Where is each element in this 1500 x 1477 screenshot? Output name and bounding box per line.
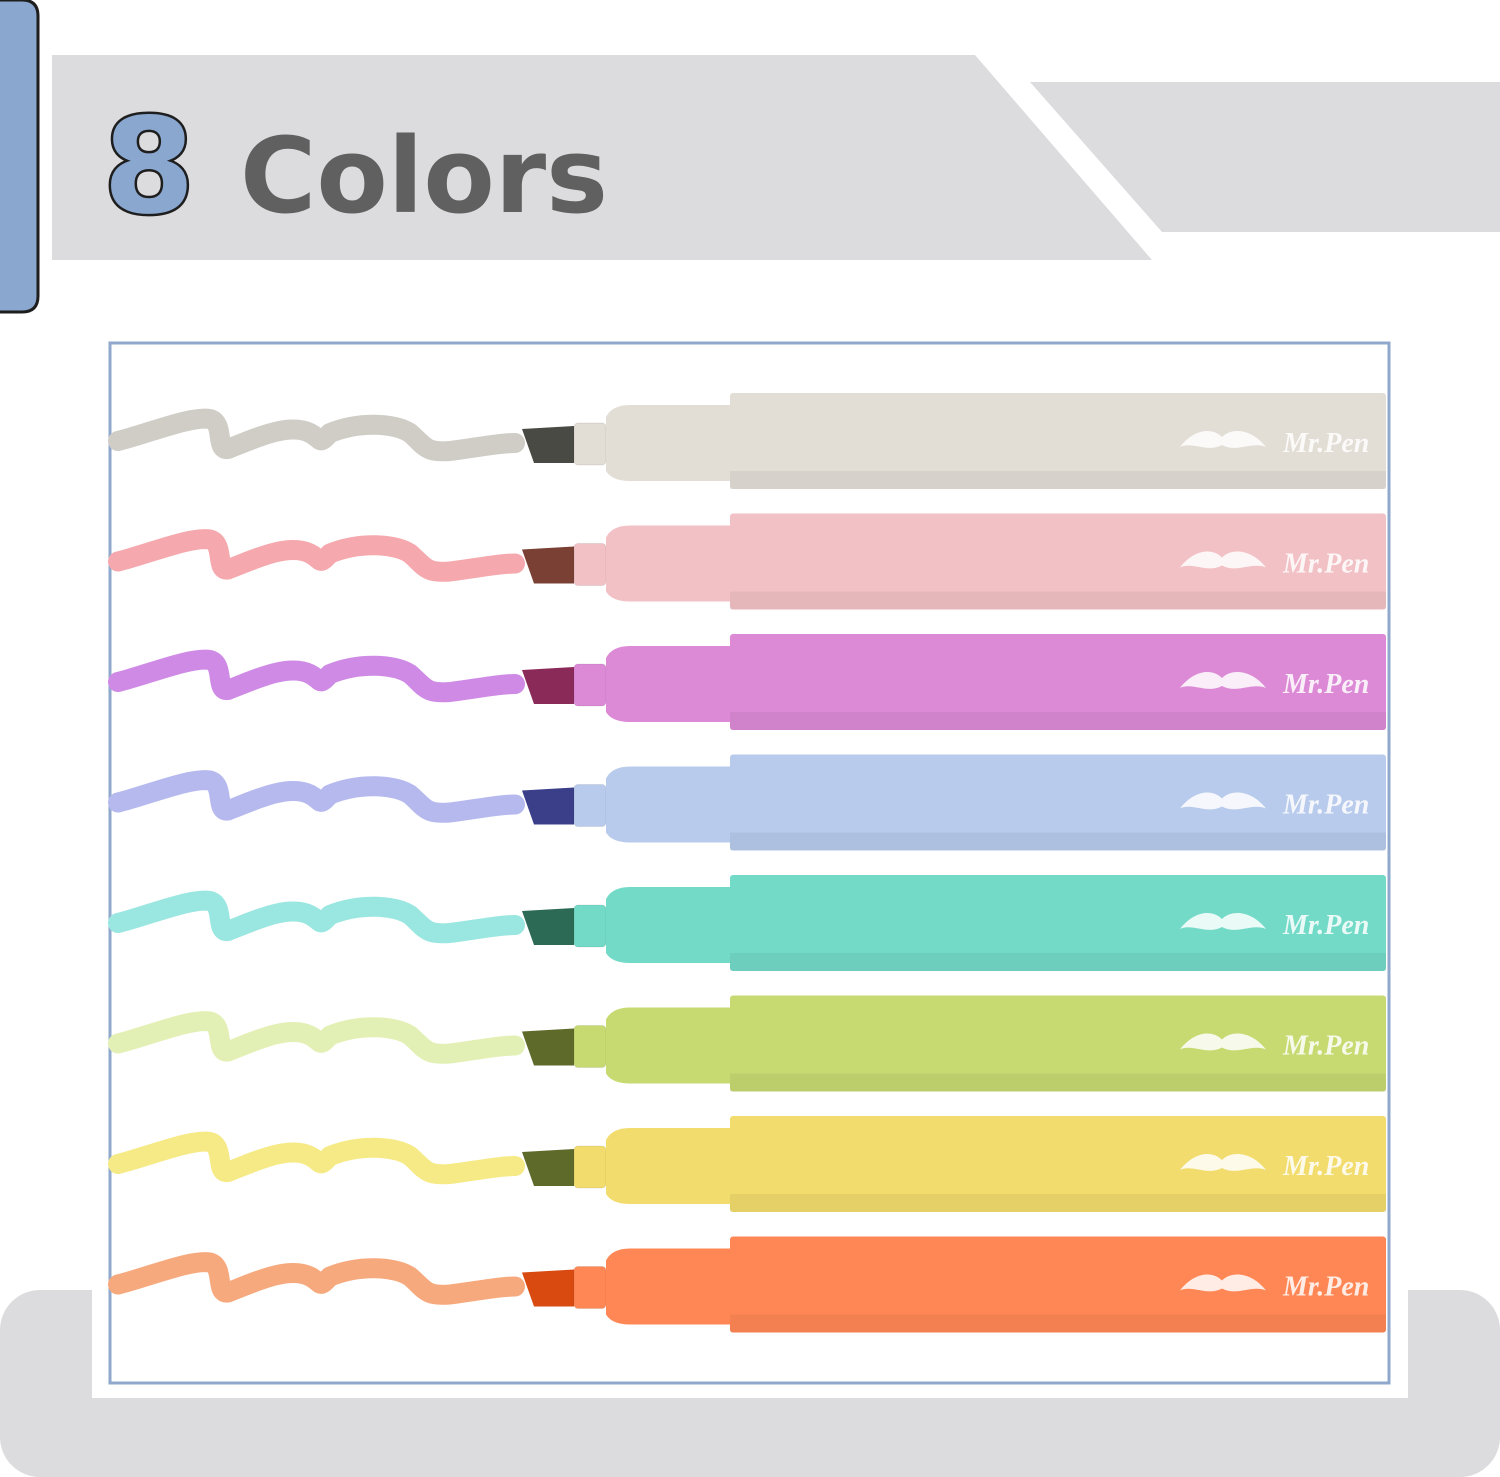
brand-label: Mr.Pen xyxy=(1282,1031,1369,1062)
ink-stroke xyxy=(108,529,525,582)
nib xyxy=(522,1149,574,1186)
nib xyxy=(522,787,574,825)
body xyxy=(730,513,1386,610)
nib xyxy=(522,908,574,945)
body-shade xyxy=(730,1314,1386,1333)
collar xyxy=(573,663,607,707)
brand-label: Mr.Pen xyxy=(1282,669,1369,700)
ink-stroke xyxy=(108,1131,525,1185)
banner-right xyxy=(1030,82,1500,232)
body-shade xyxy=(730,591,1386,610)
collar xyxy=(573,1266,607,1309)
brand-label: Mr.Pen xyxy=(1282,910,1369,941)
logo-mustache xyxy=(1180,431,1266,448)
cap xyxy=(606,887,730,963)
logo-mustache xyxy=(1180,1154,1266,1171)
ink-stroke xyxy=(108,890,525,944)
side-tab xyxy=(0,0,40,314)
brand-label: Mr.Pen xyxy=(1282,1151,1369,1182)
header-number: 8 xyxy=(103,90,195,244)
logo-mustache xyxy=(1180,551,1266,569)
ink-stroke xyxy=(108,1252,525,1305)
logo-mustache xyxy=(1180,672,1266,689)
body xyxy=(730,1116,1386,1212)
logo-mustache xyxy=(1180,792,1266,810)
pens: Mr.Pen Mr.Pen Mr.Pen Mr.Pen Mr.Pen Mr.Pen Mr.P… xyxy=(108,393,1386,1333)
cap xyxy=(606,405,730,481)
body-shade xyxy=(730,471,1386,489)
ink-stroke xyxy=(108,770,525,823)
brand-label: Mr.Pen xyxy=(1282,549,1369,580)
collar xyxy=(573,543,607,586)
collar xyxy=(573,1025,607,1068)
nib xyxy=(522,1269,574,1307)
cap xyxy=(606,525,730,602)
cap xyxy=(606,1248,730,1325)
cap xyxy=(606,1128,730,1204)
ink-stroke xyxy=(108,408,525,462)
body xyxy=(730,634,1386,730)
logo-mustache xyxy=(1180,1274,1266,1292)
body xyxy=(730,754,1386,851)
body-shade xyxy=(730,1073,1386,1092)
body xyxy=(730,995,1386,1092)
cap xyxy=(606,766,730,843)
banner xyxy=(52,55,1152,260)
brand-label: Mr.Pen xyxy=(1282,790,1369,821)
nib xyxy=(522,426,574,463)
pen: Mr.Pen xyxy=(108,393,1386,489)
body xyxy=(730,1236,1386,1333)
nib xyxy=(522,1028,574,1066)
pen: Mr.Pen xyxy=(108,513,1386,610)
body xyxy=(730,393,1386,489)
ink-stroke xyxy=(108,649,525,703)
frame xyxy=(108,341,1391,1385)
collar xyxy=(573,1145,607,1189)
pen: Mr.Pen xyxy=(108,875,1386,971)
collar xyxy=(573,784,607,827)
collar xyxy=(573,422,607,466)
pen: Mr.Pen xyxy=(108,1116,1386,1212)
logo-mustache xyxy=(1180,913,1266,930)
body-shade xyxy=(730,832,1386,851)
logo-mustache xyxy=(1180,1033,1266,1051)
body-shade xyxy=(730,712,1386,730)
nib xyxy=(522,667,574,704)
body-shade xyxy=(730,953,1386,971)
brand-label: Mr.Pen xyxy=(1282,428,1369,459)
pen: Mr.Pen xyxy=(108,1236,1386,1333)
pen: Mr.Pen xyxy=(108,995,1386,1092)
pen: Mr.Pen xyxy=(108,754,1386,851)
brand-label: Mr.Pen xyxy=(1282,1272,1369,1303)
ink-stroke xyxy=(108,1011,525,1064)
body xyxy=(730,875,1386,971)
header-title: Colors xyxy=(240,115,608,237)
nib xyxy=(522,546,574,584)
collar xyxy=(573,904,607,948)
body-shade xyxy=(730,1194,1386,1212)
pen: Mr.Pen xyxy=(108,634,1386,730)
cap xyxy=(606,1007,730,1084)
cap xyxy=(606,646,730,722)
